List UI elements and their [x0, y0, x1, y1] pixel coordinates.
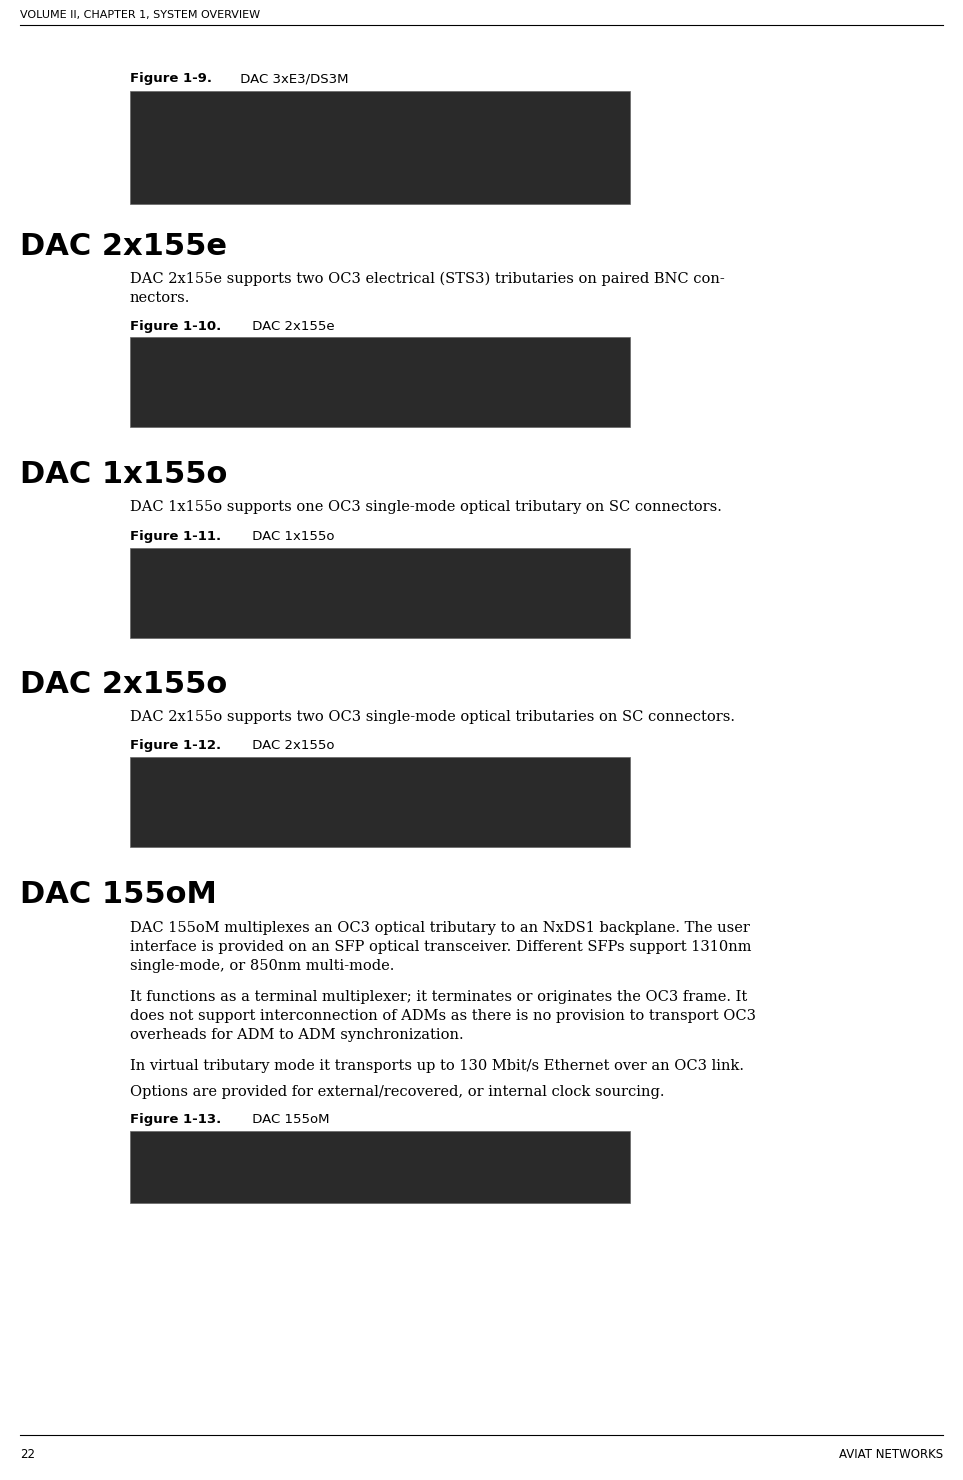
Text: Figure 1-9.: Figure 1-9.: [130, 73, 212, 84]
Text: DAC 3xE3/DS3M: DAC 3xE3/DS3M: [236, 73, 349, 84]
Text: DAC 2x155e supports two OC3 electrical (STS3) tributaries on paired BNC con-: DAC 2x155e supports two OC3 electrical (…: [130, 272, 725, 287]
Text: DAC 155oM: DAC 155oM: [20, 881, 217, 909]
Text: Figure 1-11.: Figure 1-11.: [130, 530, 221, 543]
Text: It functions as a terminal multiplexer; it terminates or originates the OC3 fram: It functions as a terminal multiplexer; …: [130, 990, 747, 1003]
Text: AVIAT NETWORKS: AVIAT NETWORKS: [839, 1447, 943, 1461]
Text: single-mode, or 850nm multi-mode.: single-mode, or 850nm multi-mode.: [130, 959, 395, 972]
Bar: [130, 90, 630, 204]
Text: 22: 22: [20, 1447, 35, 1461]
Text: Figure 1-10.: Figure 1-10.: [130, 320, 221, 333]
Text: overheads for ADM to ADM synchronization.: overheads for ADM to ADM synchronization…: [130, 1029, 463, 1042]
Text: nectors.: nectors.: [130, 292, 191, 305]
Text: DAC 2x155e: DAC 2x155e: [20, 232, 227, 260]
Text: DAC 2x155e: DAC 2x155e: [247, 320, 334, 333]
Bar: [130, 548, 630, 638]
Text: VOLUME II, CHAPTER 1, SYSTEM OVERVIEW: VOLUME II, CHAPTER 1, SYSTEM OVERVIEW: [20, 10, 260, 21]
Text: DAC 1x155o: DAC 1x155o: [20, 460, 227, 488]
Bar: [130, 756, 630, 847]
Bar: [130, 1131, 630, 1203]
Text: DAC 2x155o: DAC 2x155o: [20, 670, 227, 699]
Text: Figure 1-12.: Figure 1-12.: [130, 739, 221, 752]
Text: Figure 1-13.: Figure 1-13.: [130, 1113, 221, 1126]
Text: In virtual tributary mode it transports up to 130 Mbit/s Ethernet over an OC3 li: In virtual tributary mode it transports …: [130, 1060, 744, 1073]
Text: DAC 155oM multiplexes an OC3 optical tributary to an NxDS1 backplane. The user: DAC 155oM multiplexes an OC3 optical tri…: [130, 921, 750, 935]
Text: DAC 1x155o supports one OC3 single-mode optical tributary on SC connectors.: DAC 1x155o supports one OC3 single-mode …: [130, 500, 722, 514]
Text: does not support interconnection of ADMs as there is no provision to transport O: does not support interconnection of ADMs…: [130, 1009, 756, 1023]
Text: Options are provided for external/recovered, or internal clock sourcing.: Options are provided for external/recove…: [130, 1085, 664, 1100]
Text: DAC 1x155o: DAC 1x155o: [247, 530, 334, 543]
Text: DAC 2x155o: DAC 2x155o: [247, 739, 334, 752]
Text: DAC 2x155o supports two OC3 single-mode optical tributaries on SC connectors.: DAC 2x155o supports two OC3 single-mode …: [130, 710, 735, 724]
Text: DAC 155oM: DAC 155oM: [247, 1113, 329, 1126]
Bar: [130, 337, 630, 428]
Text: interface is provided on an SFP optical transceiver. Different SFPs support 1310: interface is provided on an SFP optical …: [130, 940, 751, 955]
